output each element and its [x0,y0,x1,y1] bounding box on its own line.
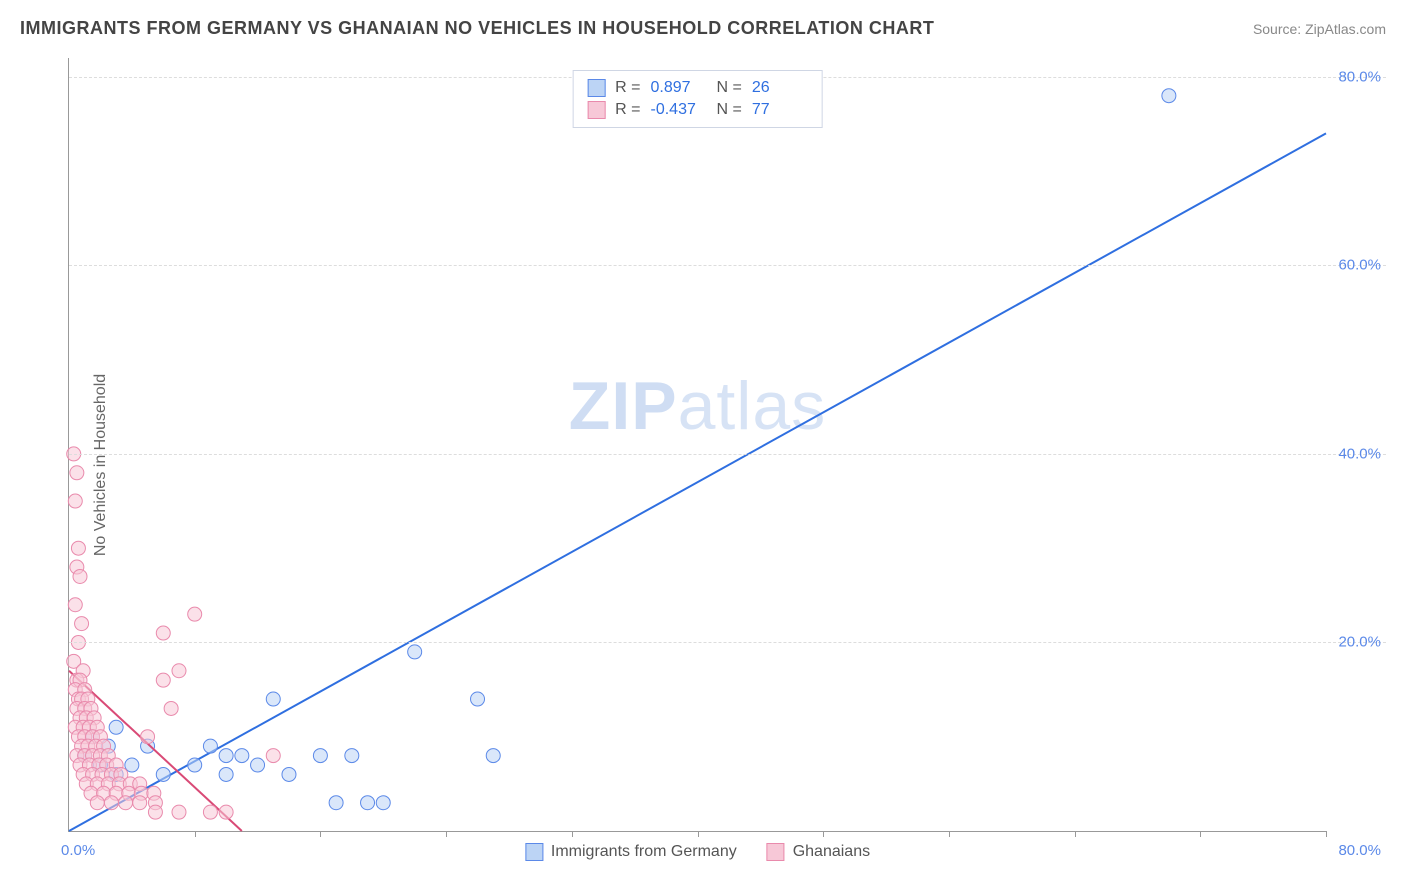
y-tick-label: 40.0% [1338,445,1381,462]
bottom-legend: Immigrants from Germany Ghanaians [525,843,870,861]
r-value-germany: 0.897 [651,79,707,97]
scatter-point-ghanaians [75,617,89,631]
x-axis-min-label: 0.0% [61,842,95,859]
scatter-point-germany [219,749,233,763]
scatter-point-germany [203,739,217,753]
scatter-point-ghanaians [148,805,162,819]
scatter-point-germany [125,758,139,772]
scatter-point-germany [486,749,500,763]
scatter-point-ghanaians [119,796,133,810]
y-tick-label: 20.0% [1338,634,1381,651]
gridline [69,642,1386,643]
n-value-ghanaians: 77 [752,101,808,119]
scatter-point-ghanaians [219,805,233,819]
chart-container: No Vehicles in Household R = 0.897 N = 2… [20,48,1386,882]
legend-item-ghanaians: Ghanaians [767,843,870,861]
swatch-germany-icon [525,843,543,861]
scatter-point-germany [361,796,375,810]
x-tick [195,831,196,837]
plot-area: R = 0.897 N = 26 R = -0.437 N = 77 ZIPat… [68,58,1326,832]
scatter-point-ghanaians [172,664,186,678]
scatter-svg [69,58,1326,831]
scatter-point-ghanaians [141,730,155,744]
scatter-point-ghanaians [70,466,84,480]
scatter-point-ghanaians [156,673,170,687]
scatter-point-germany [1162,89,1176,103]
source-label: Source: ZipAtlas.com [1253,21,1386,37]
scatter-point-germany [219,767,233,781]
x-tick [1075,831,1076,837]
stats-row-ghanaians: R = -0.437 N = 77 [587,99,808,121]
scatter-point-germany [376,796,390,810]
swatch-ghanaians [587,101,605,119]
legend-item-germany: Immigrants from Germany [525,843,737,861]
x-tick [320,831,321,837]
x-tick [949,831,950,837]
chart-title: IMMIGRANTS FROM GERMANY VS GHANAIAN NO V… [20,18,934,39]
y-tick-label: 60.0% [1338,257,1381,274]
scatter-point-ghanaians [104,796,118,810]
y-tick-label: 80.0% [1338,68,1381,85]
scatter-point-germany [251,758,265,772]
scatter-point-germany [329,796,343,810]
trend-line-germany [69,133,1326,831]
scatter-point-ghanaians [90,796,104,810]
swatch-germany [587,79,605,97]
scatter-point-ghanaians [156,626,170,640]
scatter-point-ghanaians [266,749,280,763]
stats-legend: R = 0.897 N = 26 R = -0.437 N = 77 [572,70,823,128]
scatter-point-ghanaians [71,541,85,555]
scatter-point-germany [109,720,123,734]
x-tick [572,831,573,837]
scatter-point-ghanaians [68,598,82,612]
n-value-germany: 26 [752,79,808,97]
scatter-point-ghanaians [133,796,147,810]
scatter-point-germany [345,749,359,763]
x-tick [446,831,447,837]
scatter-point-germany [313,749,327,763]
gridline [69,454,1386,455]
x-axis-max-label: 80.0% [1338,842,1381,859]
header: IMMIGRANTS FROM GERMANY VS GHANAIAN NO V… [20,18,1386,39]
scatter-point-ghanaians [164,701,178,715]
scatter-point-germany [471,692,485,706]
scatter-point-ghanaians [203,805,217,819]
swatch-ghanaians-icon [767,843,785,861]
x-tick [823,831,824,837]
scatter-point-germany [266,692,280,706]
scatter-point-ghanaians [188,607,202,621]
x-tick [698,831,699,837]
stats-row-germany: R = 0.897 N = 26 [587,77,808,99]
x-tick [1200,831,1201,837]
scatter-point-germany [235,749,249,763]
scatter-point-ghanaians [172,805,186,819]
gridline [69,265,1386,266]
x-tick [1326,831,1327,837]
scatter-point-germany [156,767,170,781]
scatter-point-ghanaians [73,569,87,583]
scatter-point-ghanaians [68,494,82,508]
r-value-ghanaians: -0.437 [651,101,707,119]
scatter-point-germany [282,767,296,781]
scatter-point-germany [188,758,202,772]
scatter-point-germany [408,645,422,659]
